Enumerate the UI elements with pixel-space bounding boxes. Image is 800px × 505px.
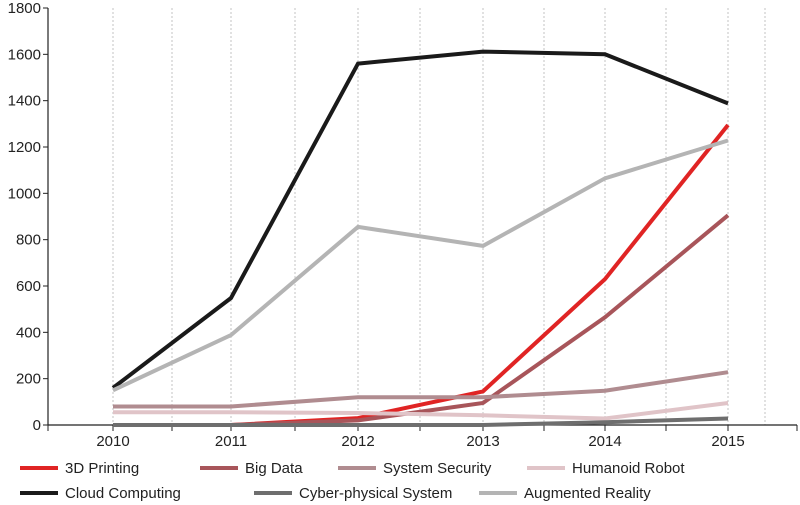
y-tick-label: 200: [16, 371, 41, 388]
x-tick-label: 2012: [341, 433, 374, 450]
y-tick-label: 1600: [8, 46, 41, 63]
y-tick-label: 1000: [8, 185, 41, 202]
y-tick-label: 800: [16, 232, 41, 249]
y-tick-label: 400: [16, 324, 41, 341]
x-tick-label: 2015: [711, 433, 744, 450]
legend-label-augmented-reality: Augmented Reality: [524, 485, 651, 502]
series-line-humanoid-robot: [113, 401, 729, 421]
y-tick-label: 0: [33, 417, 41, 434]
y-tick-label: 1400: [8, 93, 41, 110]
y-tick-label: 1800: [8, 0, 41, 17]
x-tick-label: 2011: [215, 433, 247, 450]
series-line-big-data: [113, 213, 730, 427]
series-lines: [111, 49, 730, 427]
x-tick-labels: 2010 2011 2012 2013 2014 2015: [47, 425, 798, 450]
legend: 3D Printing Big Data System Security Humano…: [20, 460, 685, 502]
y-tick-label: 600: [16, 278, 41, 295]
legend-label-cyber-physical-system: Cyber-physical System: [299, 485, 452, 502]
y-tick-label: 1200: [8, 139, 41, 156]
x-tick-label: 2013: [466, 433, 499, 450]
legend-label-system-security: System Security: [383, 460, 492, 477]
legend-label-humanoid-robot: Humanoid Robot: [572, 460, 685, 477]
x-tick-label: 2010: [96, 433, 129, 450]
series-line-augmented-reality: [112, 138, 729, 393]
x-tick-label: 2014: [588, 433, 621, 450]
series-line-cloud-computing: [111, 49, 729, 390]
axes: [47, 8, 797, 426]
grid-lines: [112, 8, 766, 425]
legend-label-big-data: Big Data: [245, 460, 303, 477]
legend-label-cloud-computing: Cloud Computing: [65, 485, 181, 502]
legend-label-3d-printing: 3D Printing: [65, 460, 139, 477]
y-tick-labels: 0 200 400 600 800 1000 1200 1400 1600 1800: [8, 0, 48, 434]
series-line-cyber-physical-system: [113, 416, 729, 427]
series-line-system-security: [113, 370, 729, 409]
